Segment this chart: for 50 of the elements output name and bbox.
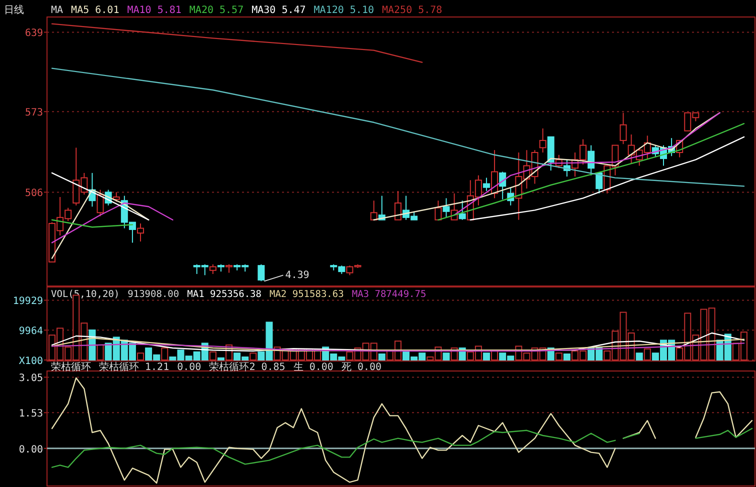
text: MA3 787449.75: [352, 289, 426, 300]
line-series: [51, 68, 745, 187]
bar: [137, 352, 144, 360]
chart-title: 日线: [4, 4, 24, 16]
line-series: [51, 338, 745, 352]
chart-title: VOL(5,10,20): [51, 289, 120, 300]
y-tick-label: 19929: [12, 296, 43, 308]
bar: [217, 357, 224, 360]
text: MA5 6.01: [71, 5, 120, 16]
line-series: [51, 430, 616, 468]
annotation: 荣枯循环2 0.85: [209, 361, 286, 373]
y-tick-label: 506: [24, 188, 43, 200]
y-tick-label: X100: [18, 356, 43, 367]
text: MA: [51, 5, 64, 16]
line-series: [695, 428, 753, 439]
text: MA20 5.57: [189, 5, 244, 16]
y-tick-label: 0.00: [18, 444, 43, 456]
line-series: [51, 377, 616, 484]
y-tick-label: 1.53: [18, 408, 43, 420]
bar: [209, 351, 216, 360]
bar: [555, 352, 562, 360]
annotation: 913908.00: [128, 289, 180, 300]
bar: [636, 352, 643, 360]
bar: [378, 354, 386, 360]
y-tick-label: 639: [24, 28, 43, 40]
bar: [482, 352, 490, 360]
text: MA250 5.78: [382, 5, 442, 16]
bar: [250, 352, 257, 360]
text: MA30 5.47: [252, 5, 306, 16]
bar: [161, 348, 168, 360]
text: MA1 925356.38: [187, 289, 262, 300]
annotation: 4.39: [285, 270, 310, 282]
line-series: [51, 23, 423, 63]
y-tick-label: 9964: [18, 326, 43, 338]
line-series: [695, 391, 753, 438]
bar: [96, 344, 104, 360]
bar: [644, 348, 651, 360]
chart-title: 荣枯循环: [51, 361, 91, 373]
annotation: 死 0.00: [341, 362, 382, 373]
text: MA10 5.81: [127, 5, 182, 16]
y-tick-label: 573: [24, 108, 43, 119]
y-tick-label: 3.05: [18, 373, 43, 384]
text: MA2 951583.63: [269, 289, 344, 300]
annotation: 荣枯循环 1.21: [99, 361, 170, 373]
annotation: 0.00: [177, 362, 202, 373]
bar: [563, 354, 570, 360]
text: MA120 5.10: [314, 5, 374, 16]
line-series: [51, 342, 745, 352]
bar: [442, 352, 450, 360]
annotation: 生 0.00: [293, 361, 334, 373]
